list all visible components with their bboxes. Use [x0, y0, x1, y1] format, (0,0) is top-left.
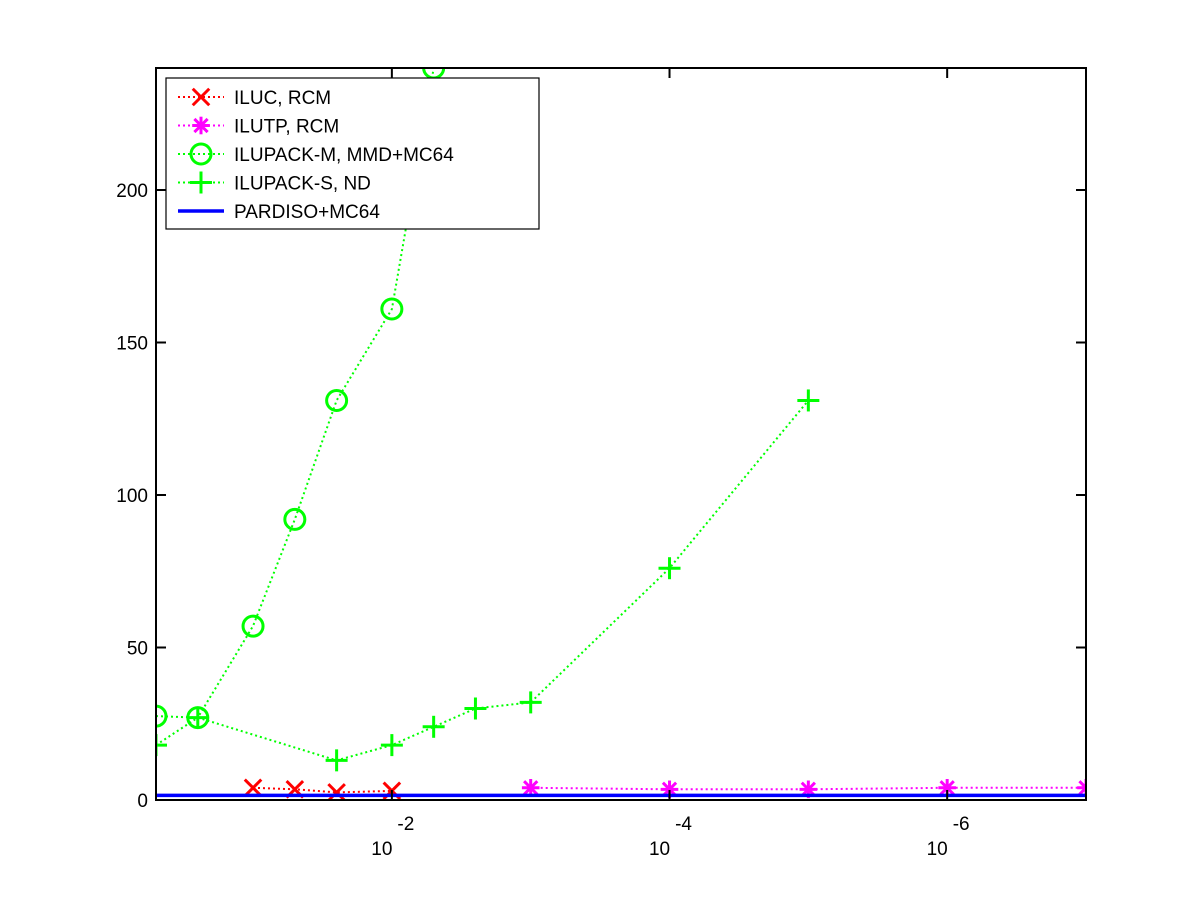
x-tick-label-exponent: -4	[675, 814, 692, 835]
data-point-asterisk	[192, 116, 210, 135]
legend-entry: ILUPACK-M, MMD+MC64	[178, 142, 454, 166]
y-tick-label: 0	[137, 791, 148, 812]
data-point-plus	[422, 715, 445, 738]
legend-label: ILUTP, RCM	[234, 117, 339, 138]
legend-entry: PARDISO+MC64	[178, 202, 380, 223]
y-tick-label: 50	[127, 639, 148, 660]
x-tick-label-base: 10	[371, 839, 392, 860]
legend: ILUC, RCM ILUTP, RCM ILUPACK-M, MMD+MC64 IL…	[165, 77, 540, 230]
plot-frame	[155, 67, 1087, 801]
legend-label: ILUPACK-M, MMD+MC64	[234, 145, 454, 166]
data-point-circle	[380, 297, 404, 321]
data-point-plus	[325, 749, 348, 772]
legend-box	[165, 77, 540, 230]
data-point-x	[243, 778, 263, 798]
x-tick-label-base: 10	[927, 839, 948, 860]
x-tick-label-exponent: -6	[953, 814, 970, 835]
legend-label: PARDISO+MC64	[234, 202, 380, 223]
data-point-plus	[380, 734, 403, 757]
legend-entry: ILUTP, RCM	[178, 117, 339, 138]
data-point-circle	[283, 507, 307, 531]
legend-entry: ILUC, RCM	[178, 87, 331, 109]
series-3	[156, 389, 820, 772]
x-tick-label-base: 10	[649, 839, 670, 860]
data-point-x	[191, 87, 211, 107]
data-point-circle	[189, 142, 213, 166]
data-point-asterisk	[938, 779, 956, 797]
data-point-x	[327, 783, 346, 800]
legend-entry: ILUPACK-S, ND	[178, 171, 371, 195]
data-point-plus	[464, 697, 487, 720]
series-line	[252, 786, 392, 794]
data-point-asterisk	[1077, 779, 1086, 797]
data-point-circle	[325, 388, 349, 412]
x-tick-label-exponent: -2	[397, 814, 414, 835]
y-tick-label: 150	[116, 334, 148, 355]
data-point-plus	[190, 171, 212, 194]
data-point-circle	[156, 704, 168, 728]
data-point-plus	[519, 691, 542, 714]
legend-label: ILUPACK-S, ND	[234, 174, 371, 195]
data-point-plus	[658, 557, 681, 580]
data-point-plus	[797, 389, 820, 412]
y-tick-label: 200	[116, 181, 148, 202]
data-point-circle	[241, 614, 265, 638]
data-point-plus	[186, 706, 209, 729]
legend-label: ILUC, RCM	[234, 88, 331, 109]
y-tick-label: 100	[116, 486, 148, 507]
data-point-plus	[156, 734, 167, 757]
